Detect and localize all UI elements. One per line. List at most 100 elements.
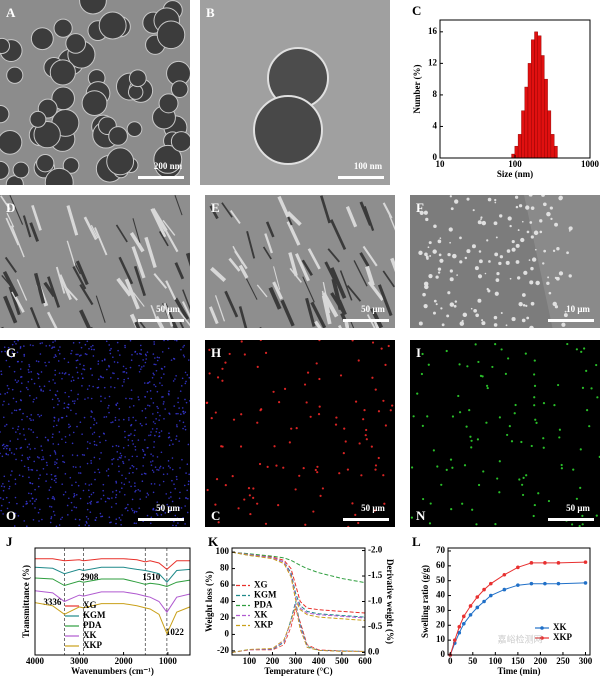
element-dot [152,413,154,415]
element-dot [162,510,165,512]
particle [423,281,429,287]
particle [447,291,451,295]
element-dot [20,459,23,462]
element-dot [185,380,187,383]
particle [472,209,475,212]
particle [153,144,183,174]
element-dot [95,516,98,519]
element-dot [118,419,120,421]
element-dot [53,497,55,499]
element-dot [581,514,584,517]
point [529,581,534,586]
element-dot [214,411,217,414]
legend-label: XG [83,600,97,610]
particle [546,282,549,285]
element-dot [86,522,88,524]
annotation: 1510 [142,572,161,582]
series-line [231,551,366,619]
element-dot [53,406,55,409]
element-dot [149,390,152,392]
particle [449,241,451,244]
element-dot [42,458,45,460]
texture [47,276,61,308]
element-dot [144,473,147,475]
element-dot [120,482,123,484]
scale-bar [138,518,184,521]
element-dot [120,454,123,457]
element-dot [208,372,211,375]
y-tick-label: 12 [428,57,438,67]
y-tick-label: 16 [428,26,438,36]
particle [6,66,24,84]
particle [568,226,573,231]
element-dot [8,487,10,490]
texture [72,266,87,290]
particle [522,303,526,307]
element-dot [102,483,105,486]
element-dot [93,456,96,459]
element-dot [159,467,161,469]
element-dot [28,371,30,374]
particle [429,254,432,257]
element-dot [175,375,177,377]
element-dot [103,359,106,361]
image-panel: D50 μm [0,195,190,328]
element-dot [88,524,90,527]
texture [58,274,72,301]
element-dot [146,351,149,353]
element-dot [117,445,120,448]
element-dot [152,353,155,355]
particle [435,275,439,279]
element-dot [410,466,414,469]
y-tick-label: 100 [216,546,230,556]
element-dot [3,485,6,488]
scale-bar-label: 10 μm [566,304,590,314]
element-dot [185,497,187,499]
texture [43,281,56,298]
element-dot [137,396,140,398]
particle [466,197,470,201]
particle [517,229,520,232]
element-dot [7,387,10,390]
y-tick-label: 8 [433,89,438,99]
element-dot [128,472,131,475]
particle [477,298,482,303]
texture [158,231,169,247]
element-dot [33,382,36,385]
element-dot [530,444,533,448]
element-dot [5,447,8,450]
bar [547,110,552,159]
element-dot [28,492,30,495]
texture [246,278,258,300]
element-dot [461,502,464,505]
element-dot [172,443,174,445]
particle [499,255,504,259]
point [556,561,561,565]
texture [151,208,168,232]
texture [174,262,185,280]
element-dot [305,401,308,404]
texture [289,267,302,283]
element-dot [144,453,146,456]
element-dot [62,493,65,496]
texture [66,240,76,266]
element-dot [11,388,14,391]
element-dot [67,361,70,364]
particle [495,236,498,239]
element-dot [124,436,126,439]
element-dot [55,424,58,427]
element-dot [131,464,134,467]
element-dot [54,453,57,455]
element-dot [140,353,142,356]
element-dot [28,363,30,366]
element-dot [151,460,154,462]
element-dot [86,508,89,511]
particle [525,304,528,307]
element-dot [174,378,176,380]
element-dot [185,401,188,404]
element-dot [476,438,480,441]
point [502,572,507,577]
element-dot [172,380,175,382]
element-dot [79,421,82,424]
element-dot [77,393,79,396]
